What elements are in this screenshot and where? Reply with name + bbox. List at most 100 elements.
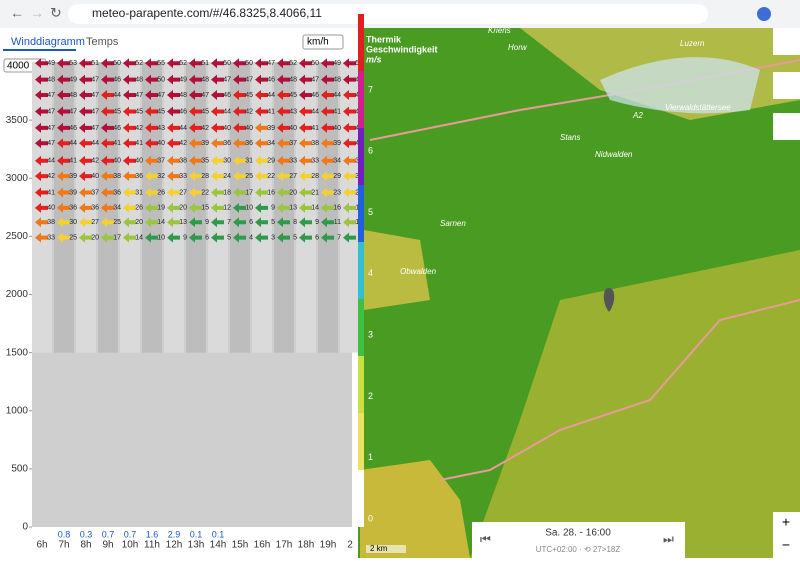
wind-speed: 42: [179, 140, 187, 147]
wind-arrow: [57, 106, 70, 117]
place-label: Horw: [508, 43, 528, 52]
wind-arrow: [299, 74, 312, 85]
zoom-control[interactable]: [773, 512, 800, 558]
next-button[interactable]: ⏭: [663, 532, 674, 546]
back-button[interactable]: ←: [10, 5, 24, 21]
place-label: Luzern: [680, 39, 705, 48]
wind-speed: 44: [311, 108, 319, 115]
wind-arrow: [145, 74, 158, 85]
reload-button[interactable]: ↻: [50, 5, 62, 21]
wind-speed: 37: [157, 158, 165, 165]
place-label: Kriens: [488, 26, 511, 35]
wind-speed: 40: [113, 158, 121, 165]
wind-arrow: [211, 106, 224, 117]
wind-speed: 47: [135, 92, 143, 99]
wind-speed: 6: [205, 234, 209, 241]
wind-speed: 40: [135, 158, 143, 165]
profile[interactable]: [757, 7, 771, 21]
wind-arrow: [35, 58, 48, 69]
wind-arrow: [343, 171, 356, 182]
wind-speed: 44: [91, 140, 99, 147]
wind-speed: 25: [245, 173, 253, 180]
x-tick-label: 19h: [320, 540, 337, 551]
tab[interactable]: Temps: [86, 36, 119, 48]
x-tick-label: 11h: [144, 540, 160, 551]
wind-speed: 33: [289, 158, 297, 165]
wind-speed: 48: [201, 77, 209, 84]
scale-label: 2 km: [370, 544, 388, 553]
wind-speed: 40: [223, 125, 231, 132]
wind-speed: 21: [311, 189, 319, 196]
wind-arrow: [79, 217, 92, 228]
wind-arrow: [189, 138, 202, 149]
zoom-in[interactable]: +: [782, 514, 790, 530]
wind-arrow: [277, 122, 290, 133]
wind-speed: 48: [69, 92, 77, 99]
wind-arrow: [211, 232, 224, 243]
wind-speed: 49: [69, 77, 77, 84]
wind-speed: 47: [47, 125, 55, 132]
wind-arrow: [211, 171, 224, 182]
terrain-area: [360, 460, 470, 558]
wind-arrow: [35, 217, 48, 228]
wind-speed: 50: [223, 60, 231, 67]
wind-speed: 36: [223, 140, 231, 147]
wind-arrow: [211, 90, 224, 101]
wind-speed: 50: [245, 60, 253, 67]
chart-button[interactable]: [773, 113, 800, 140]
wind-arrow: [343, 232, 356, 243]
wind-arrow: [123, 232, 136, 243]
wind-speed: 5: [227, 234, 231, 241]
tab[interactable]: Winddiagramm: [11, 36, 85, 48]
wind-speed: 43: [157, 125, 165, 132]
wind-speed: 52: [135, 60, 143, 67]
wind-arrow: [343, 217, 356, 228]
wind-arrow: [35, 122, 48, 133]
wind-arrow: [255, 58, 268, 69]
wind-arrow: [255, 171, 268, 182]
settings-button[interactable]: [773, 72, 800, 99]
address-bar[interactable]: [68, 4, 708, 24]
wind-speed: 31: [245, 158, 253, 165]
wind-arrow: [57, 90, 70, 101]
wind-arrow: [101, 232, 114, 243]
zoom-out[interactable]: −: [782, 537, 790, 553]
map-title: m/s: [366, 54, 382, 64]
wind-arrow: [233, 74, 246, 85]
wind-speed: 8: [293, 219, 297, 226]
wind-speed: 29: [333, 173, 341, 180]
wind-speed: 14: [157, 219, 165, 226]
wind-arrow: [211, 138, 224, 149]
wind-arrow: [79, 187, 92, 198]
wind-arrow: [145, 138, 158, 149]
map-title: Geschwindigkeit: [366, 44, 438, 54]
wind-speed: 22: [267, 173, 275, 180]
wind-arrow: [299, 171, 312, 182]
wind-arrow: [255, 202, 268, 213]
wind-speed: 6: [315, 234, 319, 241]
place-label: Obwalden: [400, 267, 437, 276]
wind-arrow: [101, 58, 114, 69]
x-tick-label: 6h: [36, 540, 47, 551]
wind-speed: 4: [249, 234, 253, 241]
wind-arrow: [255, 122, 268, 133]
wind-arrow: [101, 217, 114, 228]
unit-select[interactable]: [302, 34, 344, 50]
wind-speed: 6: [249, 219, 253, 226]
wind-arrow: [299, 155, 312, 166]
location-pin[interactable]: [603, 288, 615, 312]
wind-speed: 49: [333, 60, 341, 67]
legend-swatch: [358, 71, 364, 128]
wind-speed: 20: [179, 205, 187, 212]
search-button[interactable]: [773, 28, 800, 55]
wind-arrow: [321, 155, 334, 166]
wind-speed: 48: [135, 77, 143, 84]
wind-arrow: [277, 202, 290, 213]
wind-speed: 36: [245, 140, 253, 147]
forward-button[interactable]: →: [30, 5, 44, 21]
wind-speed: 13: [179, 219, 187, 226]
wind-speed: 39: [69, 173, 77, 180]
prev-button[interactable]: ⏮: [480, 532, 491, 546]
wind-speed: 14: [311, 205, 319, 212]
wind-arrow: [123, 90, 136, 101]
